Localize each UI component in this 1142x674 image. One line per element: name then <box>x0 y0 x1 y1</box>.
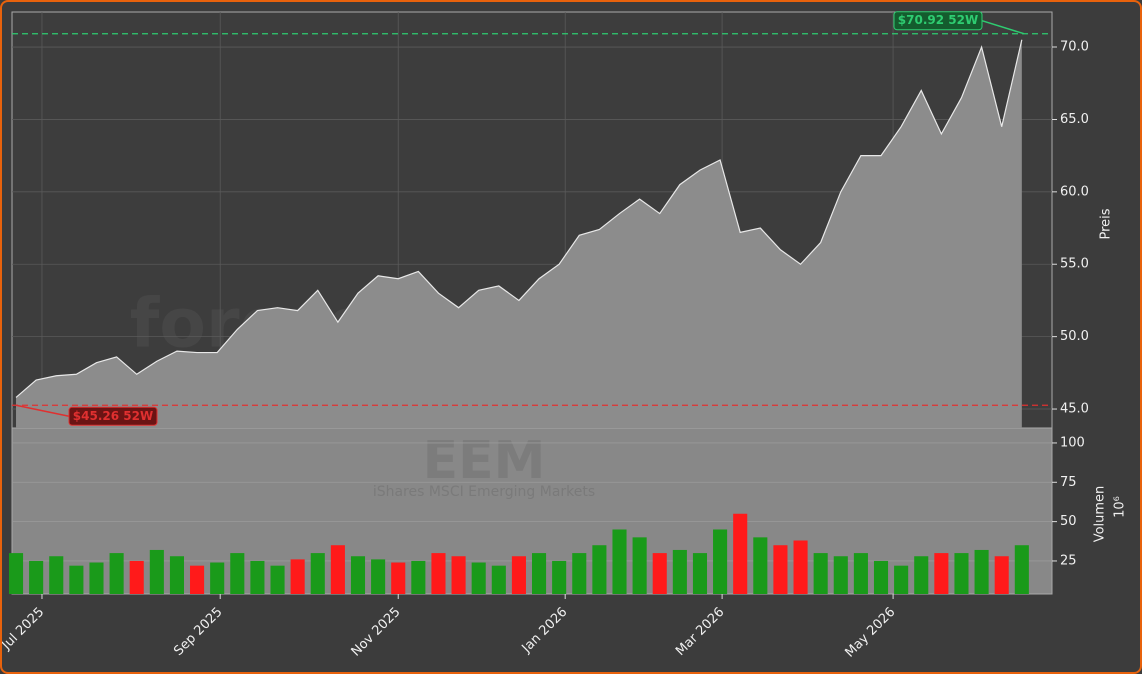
volume-bar <box>733 513 748 594</box>
volume-bar <box>431 553 446 594</box>
volume-bar <box>230 553 245 594</box>
volume-bar <box>873 560 889 594</box>
volume-bar <box>391 562 406 594</box>
volume-bar <box>210 562 225 594</box>
volume-bar <box>411 560 426 594</box>
volume-bar <box>250 560 265 594</box>
volume-bar <box>592 545 607 594</box>
y-tick-label: 25 <box>1060 553 1077 568</box>
price-area <box>16 39 1022 428</box>
volume-bar <box>1014 545 1029 594</box>
volume-bar <box>511 556 526 594</box>
x-tick-label: Sep 2025 <box>171 605 225 659</box>
volume-bar <box>89 562 104 594</box>
volume-bar <box>793 540 808 594</box>
volume-bar <box>109 553 124 594</box>
level-label: $45.26 52W <box>73 409 153 423</box>
volume-bar <box>652 553 667 594</box>
volume-bar <box>692 553 708 594</box>
y-tick-label: 100 <box>1060 435 1085 450</box>
volume-bar <box>169 556 184 594</box>
volume-bar <box>471 562 486 594</box>
level-arrow <box>981 20 1025 35</box>
volume-bar <box>773 545 788 594</box>
volume-bar <box>129 560 144 594</box>
level-label-box <box>893 11 983 31</box>
volume-bar <box>270 565 285 594</box>
volume-bar <box>994 556 1009 594</box>
volume-bar <box>491 565 506 594</box>
volume-bar <box>310 553 325 594</box>
price-line <box>15 39 1023 398</box>
x-tick-label: Jul 2025 <box>2 605 47 654</box>
volume-bar <box>552 560 567 594</box>
volume-bar <box>69 565 84 594</box>
level-arrow <box>15 404 70 418</box>
volume-title: EEM <box>423 431 546 491</box>
volume-subtitle: iShares MSCI Emerging Markets <box>373 484 595 500</box>
y-tick-label: 50 <box>1060 514 1077 529</box>
volume-bar <box>350 556 366 594</box>
y-axis-label: Preis <box>1099 208 1114 239</box>
volume-bar <box>713 529 728 594</box>
volume-bar <box>190 565 205 594</box>
y-tick-label: 55.0 <box>1060 257 1089 272</box>
x-tick-label: Nov 2025 <box>349 605 404 660</box>
x-tick-label: Mar 2026 <box>673 605 727 659</box>
volume-bar <box>8 553 24 594</box>
y-tick-label: 70.0 <box>1060 40 1089 55</box>
volume-bar <box>853 553 868 594</box>
volume-bar <box>572 553 587 594</box>
volume-bar <box>330 545 345 594</box>
y-tick-label: 45.0 <box>1060 402 1089 417</box>
offset-label: 10⁶ <box>1113 496 1128 518</box>
volume-bar <box>934 553 949 594</box>
y-tick-label: 60.0 <box>1060 184 1089 199</box>
volume-bar <box>532 553 547 594</box>
y-tick-label: 65.0 <box>1060 112 1089 127</box>
volume-bar <box>371 559 386 594</box>
volume-bar <box>612 529 627 594</box>
level-label-box <box>68 406 158 426</box>
volume-bar <box>29 560 44 594</box>
volume-bar <box>672 549 687 594</box>
x-tick-label: Jan 2026 <box>519 605 571 657</box>
volume-bar <box>290 559 305 594</box>
volume-bar <box>894 565 909 594</box>
volume-bar <box>451 556 466 594</box>
volume-bar <box>833 556 848 594</box>
volume-bar <box>149 549 164 594</box>
level-label: $70.92 52W <box>898 13 978 27</box>
y-tick-label: 50.0 <box>1060 329 1089 344</box>
volume-bar <box>632 537 647 594</box>
volume-bar <box>49 556 64 594</box>
volume-bar <box>954 553 969 594</box>
y-tick-label: 75 <box>1060 475 1077 490</box>
volume-bar <box>813 553 828 594</box>
y-axis-label: Volumen <box>1093 486 1108 543</box>
x-tick-label: May 2026 <box>842 605 898 661</box>
volume-bar <box>974 549 989 594</box>
volume-bar <box>914 556 929 594</box>
volume-bar <box>753 537 768 594</box>
